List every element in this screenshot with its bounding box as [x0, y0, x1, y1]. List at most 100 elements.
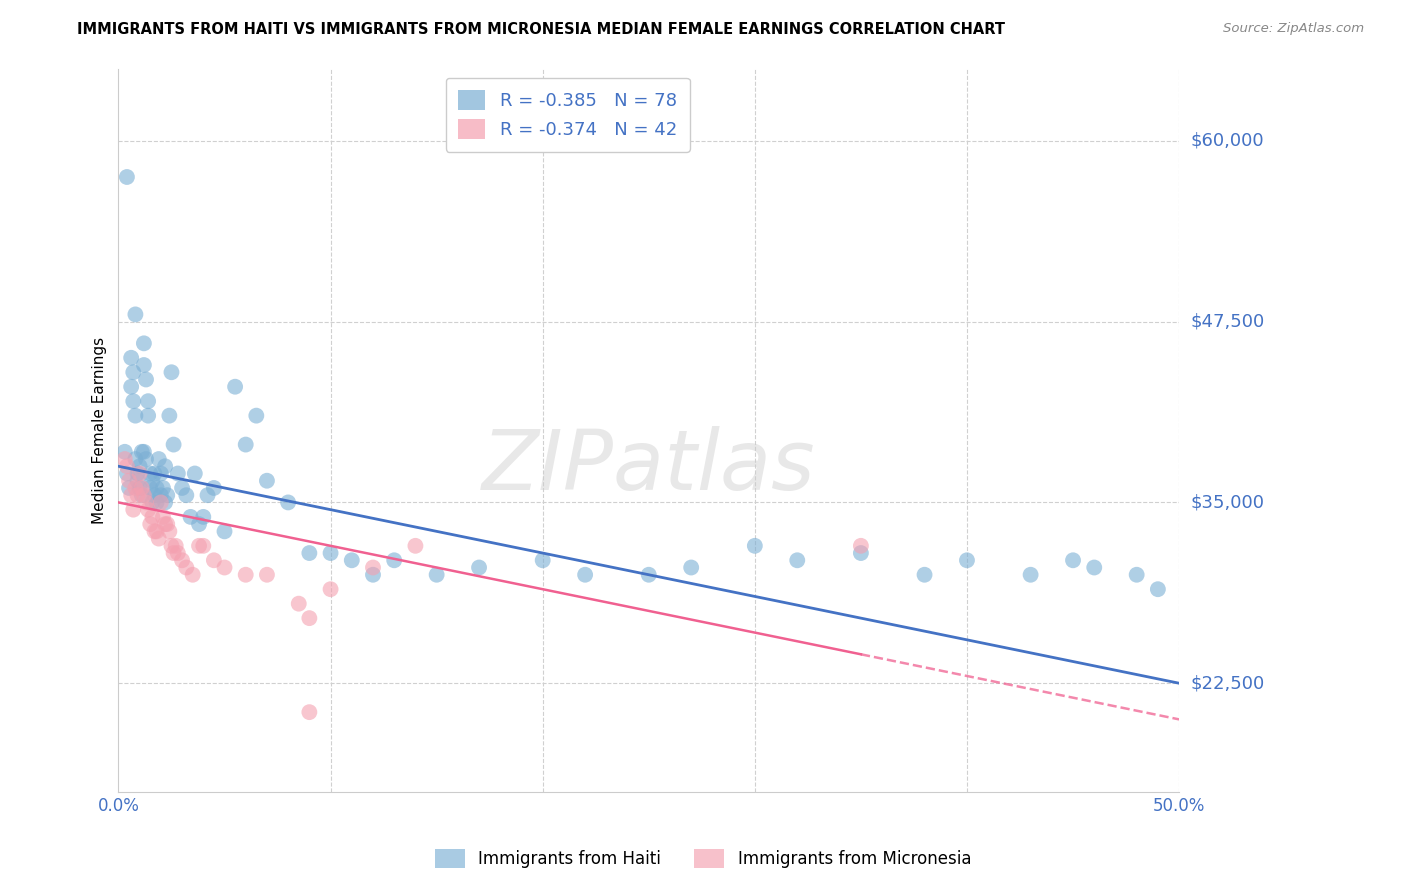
Point — [149, 488, 172, 502]
Point — [202, 481, 225, 495]
Point — [120, 380, 142, 394]
Point — [143, 488, 166, 502]
Point — [319, 582, 342, 597]
Point — [404, 539, 426, 553]
Point — [184, 467, 207, 481]
Point — [188, 517, 211, 532]
Point — [136, 502, 159, 516]
Point — [122, 502, 145, 516]
Point — [120, 351, 142, 365]
Legend: Immigrants from Haiti, Immigrants from Micronesia: Immigrants from Haiti, Immigrants from M… — [429, 843, 977, 875]
Point — [849, 546, 872, 560]
Point — [152, 481, 174, 495]
Point — [148, 452, 170, 467]
Point — [214, 560, 236, 574]
Point — [141, 495, 163, 509]
Point — [128, 481, 150, 495]
Point — [118, 481, 141, 495]
Point — [849, 539, 872, 553]
Point — [124, 409, 146, 423]
Point — [122, 394, 145, 409]
Point — [115, 467, 138, 481]
Point — [135, 495, 157, 509]
Point — [135, 452, 157, 467]
Point — [122, 365, 145, 379]
Point — [115, 169, 138, 184]
Point — [128, 467, 150, 481]
Point — [277, 495, 299, 509]
Point — [172, 553, 194, 567]
Point — [188, 539, 211, 553]
Point — [141, 509, 163, 524]
Point — [298, 611, 321, 625]
Point — [1147, 582, 1170, 597]
Point — [145, 524, 167, 539]
Point — [148, 532, 170, 546]
Point — [181, 567, 204, 582]
Point — [153, 495, 176, 509]
Point — [114, 452, 136, 467]
Point — [361, 560, 384, 574]
Point — [124, 307, 146, 321]
Point — [197, 488, 219, 502]
Point — [153, 459, 176, 474]
Point — [319, 546, 342, 560]
Point — [1083, 560, 1105, 574]
Point — [139, 517, 162, 532]
Point — [145, 495, 167, 509]
Point — [143, 524, 166, 539]
Point — [149, 495, 172, 509]
Point — [1062, 553, 1084, 567]
Point — [135, 372, 157, 386]
Point — [531, 553, 554, 567]
Point — [637, 567, 659, 582]
Point — [574, 567, 596, 582]
Point — [127, 474, 149, 488]
Point — [132, 358, 155, 372]
Point — [115, 459, 138, 474]
Point — [214, 524, 236, 539]
Point — [143, 467, 166, 481]
Point — [468, 560, 491, 574]
Point — [153, 517, 176, 532]
Y-axis label: Median Female Earnings: Median Female Earnings — [93, 336, 107, 524]
Point — [235, 437, 257, 451]
Point — [124, 481, 146, 495]
Point — [114, 445, 136, 459]
Point — [120, 488, 142, 502]
Point — [287, 597, 309, 611]
Point — [193, 539, 215, 553]
Point — [256, 474, 278, 488]
Point — [131, 481, 153, 495]
Point — [124, 452, 146, 467]
Point — [132, 445, 155, 459]
Point — [176, 488, 198, 502]
Text: $35,000: $35,000 — [1191, 493, 1264, 511]
Point — [202, 553, 225, 567]
Point — [166, 467, 188, 481]
Point — [744, 539, 766, 553]
Point — [118, 474, 141, 488]
Point — [157, 524, 180, 539]
Text: ZIPatlas: ZIPatlas — [482, 425, 815, 507]
Point — [141, 474, 163, 488]
Point — [156, 517, 179, 532]
Point — [298, 546, 321, 560]
Point — [224, 380, 246, 394]
Point — [956, 553, 979, 567]
Text: $60,000: $60,000 — [1191, 132, 1264, 150]
Text: Source: ZipAtlas.com: Source: ZipAtlas.com — [1223, 22, 1364, 36]
Text: $47,500: $47,500 — [1191, 312, 1264, 331]
Point — [245, 409, 267, 423]
Point — [426, 567, 449, 582]
Point — [132, 336, 155, 351]
Point — [681, 560, 703, 574]
Point — [914, 567, 936, 582]
Point — [162, 546, 184, 560]
Point — [160, 365, 183, 379]
Point — [361, 567, 384, 582]
Point — [127, 467, 149, 481]
Text: IMMIGRANTS FROM HAITI VS IMMIGRANTS FROM MICRONESIA MEDIAN FEMALE EARNINGS CORRE: IMMIGRANTS FROM HAITI VS IMMIGRANTS FROM… — [77, 22, 1005, 37]
Point — [1125, 567, 1147, 582]
Point — [256, 567, 278, 582]
